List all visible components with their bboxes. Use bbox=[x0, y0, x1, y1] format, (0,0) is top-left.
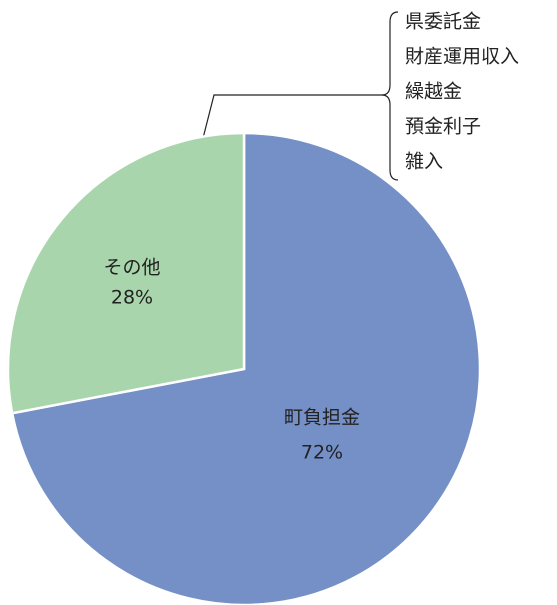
slice-value-label: 72% bbox=[301, 442, 343, 464]
annotation-item: 繰越金 bbox=[405, 81, 462, 103]
slice-value-label: 28% bbox=[111, 287, 153, 309]
slice-label: その他 bbox=[103, 257, 160, 279]
annotation-item: 財産運用収入 bbox=[405, 46, 519, 68]
slice-label: 町負担金 bbox=[284, 407, 360, 429]
pie-slice bbox=[10, 131, 482, 605]
brace bbox=[381, 11, 399, 181]
pie-slice bbox=[6, 131, 246, 415]
annotation-item: 雑入 bbox=[405, 151, 443, 173]
annotation-item: 県委託金 bbox=[405, 11, 481, 33]
leader-line bbox=[199, 94, 385, 151]
annotation-item: 預金利子 bbox=[405, 116, 481, 138]
